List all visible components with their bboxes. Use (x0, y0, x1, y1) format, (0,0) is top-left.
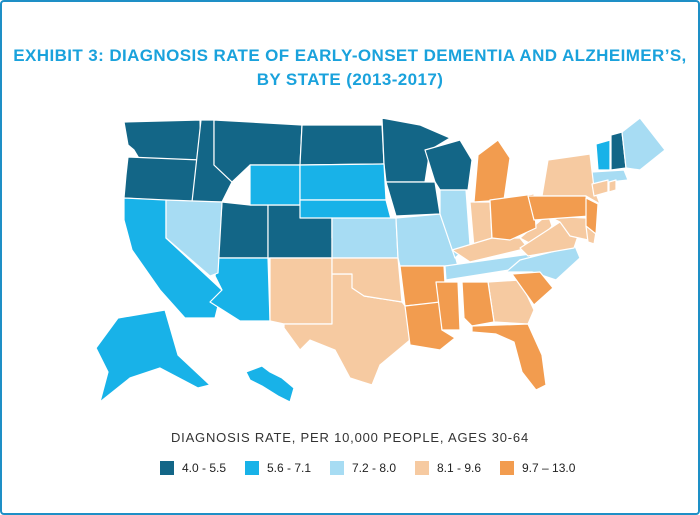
state-va (519, 221, 579, 257)
legend-item-bin-4: 9.7 – 13.0 (500, 458, 575, 478)
state-mi (473, 139, 511, 203)
state-nj (585, 197, 599, 235)
legend-swatch (415, 461, 429, 475)
state-az (209, 257, 271, 322)
state-nm (269, 257, 333, 325)
legend-label: 4.0 - 5.5 (182, 461, 227, 475)
state-wy (249, 164, 301, 206)
legend-swatch (500, 461, 514, 475)
legend-swatch (160, 461, 174, 475)
legend-title: DIAGNOSIS RATE, PER 10,000 PEOPLE, AGES … (170, 430, 529, 445)
state-al (461, 281, 495, 327)
state-md (547, 215, 589, 241)
legend-item-bin-0: 4.0 - 5.5 (160, 458, 226, 478)
legend-swatch (245, 461, 259, 475)
state-nv (165, 199, 223, 277)
state-ct (591, 179, 609, 197)
legend-label: 9.7 – 13.0 (522, 461, 576, 475)
state-wa (123, 119, 202, 161)
chart-title: EXHIBIT 3: DIAGNOSIS RATE OF EARLY-ONSET… (0, 44, 700, 92)
state-ks (331, 217, 399, 259)
legend-item-bin-2: 7.2 - 8.0 (330, 458, 396, 478)
state-sd (299, 163, 387, 201)
legend-swatch (330, 461, 344, 475)
state-me (621, 117, 666, 171)
state-or (123, 156, 202, 203)
state-ia (385, 181, 441, 217)
state-vt (595, 139, 611, 171)
legend: 4.0 - 5.5 5.6 - 7.1 7.2 - 8.0 8.1 - 9.6 … (160, 458, 600, 478)
state-oh (489, 193, 537, 241)
state-ut (217, 201, 269, 259)
state-ri (608, 179, 617, 193)
title-line-1: EXHIBIT 3: DIAGNOSIS RATE OF EARLY-ONSET… (13, 46, 687, 65)
legend-item-bin-1: 5.6 - 7.1 (245, 458, 311, 478)
legend-label: 8.1 - 9.6 (437, 461, 482, 475)
title-line-2: BY STATE (2013-2017) (256, 70, 444, 89)
state-hi (245, 365, 295, 403)
legend-label: 7.2 - 8.0 (352, 461, 397, 475)
legend-label: 5.6 - 7.1 (267, 461, 312, 475)
state-pa (527, 195, 591, 221)
state-sc (511, 271, 554, 306)
legend-item-bin-3: 8.1 - 9.6 (415, 458, 481, 478)
state-ak (95, 309, 211, 403)
state-ms (435, 281, 461, 331)
state-ok (331, 257, 403, 303)
state-ky (451, 237, 529, 263)
state-fl (471, 323, 547, 391)
state-nd (299, 124, 385, 166)
